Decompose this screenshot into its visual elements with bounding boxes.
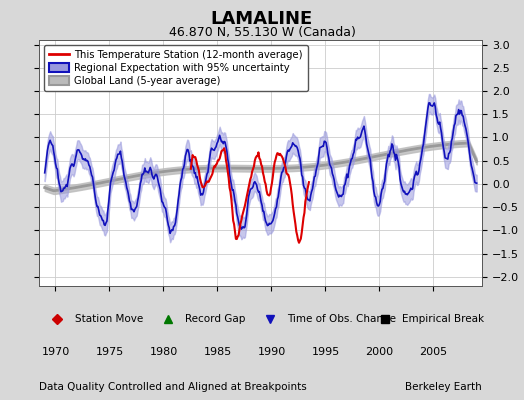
Text: 1985: 1985 — [203, 347, 232, 357]
Text: Berkeley Earth: Berkeley Earth — [406, 382, 482, 392]
Text: Station Move: Station Move — [75, 314, 143, 324]
Text: Record Gap: Record Gap — [185, 314, 246, 324]
Text: 2000: 2000 — [365, 347, 394, 357]
Text: 2005: 2005 — [419, 347, 447, 357]
Text: LAMALINE: LAMALINE — [211, 10, 313, 28]
Legend: This Temperature Station (12-month average), Regional Expectation with 95% uncer: This Temperature Station (12-month avera… — [45, 45, 308, 91]
Text: 1980: 1980 — [149, 347, 178, 357]
Text: Time of Obs. Change: Time of Obs. Change — [287, 314, 396, 324]
Text: 1995: 1995 — [311, 347, 340, 357]
Text: Data Quality Controlled and Aligned at Breakpoints: Data Quality Controlled and Aligned at B… — [39, 382, 307, 392]
Text: 46.870 N, 55.130 W (Canada): 46.870 N, 55.130 W (Canada) — [169, 26, 355, 39]
Text: 1970: 1970 — [41, 347, 70, 357]
Text: Empirical Break: Empirical Break — [402, 314, 485, 324]
Text: 1990: 1990 — [257, 347, 286, 357]
Text: 1975: 1975 — [95, 347, 124, 357]
